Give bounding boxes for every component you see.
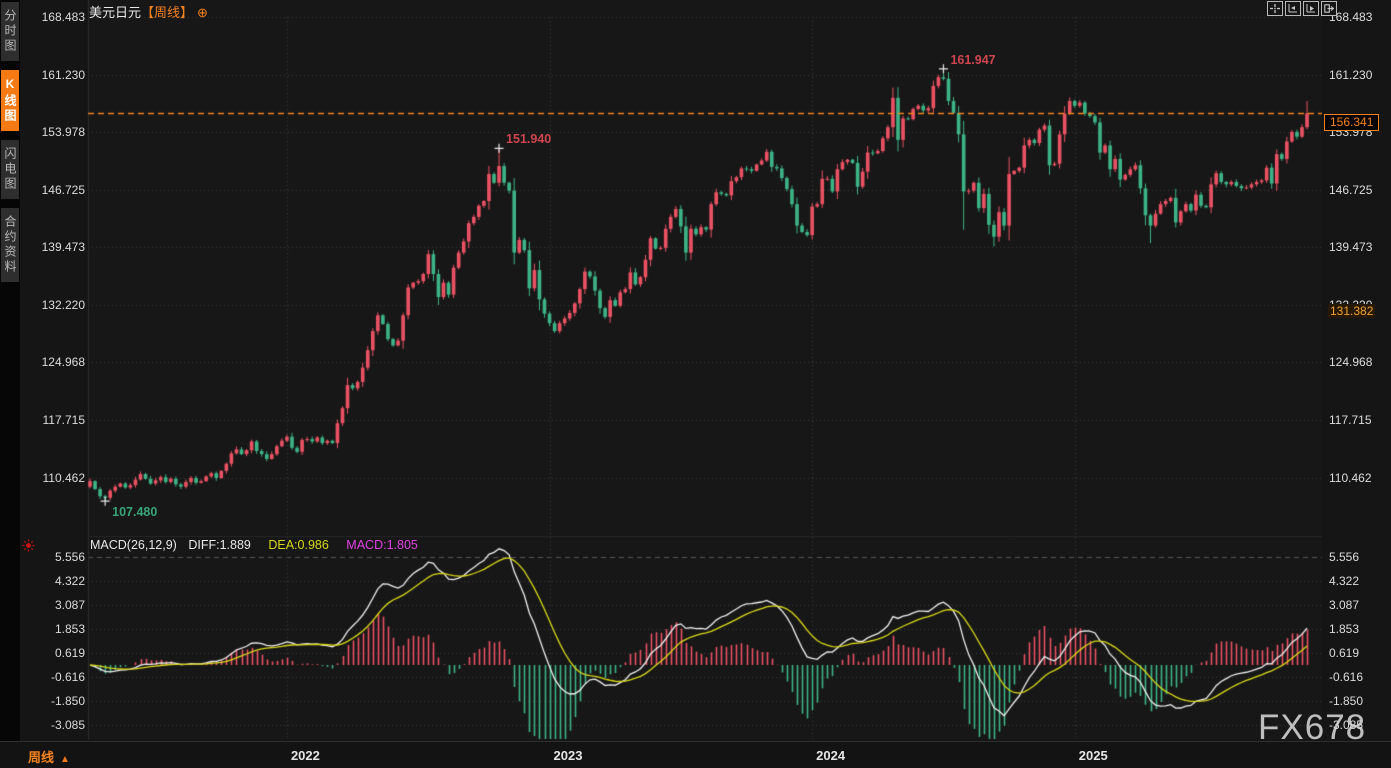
x-axis-year-label: 2022: [290, 748, 320, 763]
high-price-annotation: 161.947: [950, 52, 996, 67]
y-axis-tick-label: 4.322: [54, 573, 85, 588]
high-price-annotation: 151.940: [506, 132, 552, 147]
macd-readout: MACD(26,12,9) DIFF:1.889 DEA:0.986 MACD:…: [90, 538, 418, 552]
y-axis-tick-label: 117.715: [1329, 412, 1372, 427]
y-axis-tick-label: 124.968: [41, 355, 85, 370]
macd-diff-value: DIFF:1.889: [188, 538, 251, 552]
y-axis-tick-label: 110.462: [42, 470, 86, 485]
dropdown-arrow-icon: ▲: [60, 754, 70, 765]
y-axis-tick-label: 5.556: [1329, 550, 1360, 564]
y-axis-tick-label: -3.085: [50, 718, 85, 732]
y-axis-tick-label: -3.085: [1329, 718, 1364, 732]
y-axis-tick-label: -1.850: [1329, 693, 1364, 708]
macd-formula: MACD(26,12,9): [90, 538, 177, 552]
y-axis-tick-label: 168.483: [41, 10, 85, 24]
x-axis-year-label: 2025: [1078, 748, 1108, 763]
y-axis-tick-label: 124.968: [1329, 355, 1373, 370]
watermark-logo: FX678: [1258, 708, 1367, 747]
sidebar-tab-kline[interactable]: K线图: [1, 70, 19, 131]
macd-hist-value: MACD:1.805: [346, 538, 418, 552]
y-axis-tick-label: 4.322: [1329, 573, 1360, 588]
y-axis-tick-label: 1.853: [1329, 621, 1360, 636]
axis-scale-left-icon[interactable]: [1285, 1, 1301, 16]
y-axis-tick-label: 1.853: [54, 621, 85, 636]
y-axis-tick-label: 132.220: [41, 297, 85, 312]
chart-type-sidebar: 分时图 K线图 闪电图 合约资料: [0, 0, 20, 768]
y-axis-tick-label: 146.725: [41, 182, 85, 197]
y-axis-tick-label: 0.619: [1329, 645, 1360, 660]
x-axis-year-label: 2024: [816, 748, 846, 763]
y-axis-tick-label: 153.978: [41, 125, 85, 140]
y-axis-tick-label: -0.616: [50, 669, 85, 684]
symbol-name: 美元日元: [89, 5, 142, 20]
add-indicator-icon[interactable]: ⊕: [197, 5, 208, 20]
sidebar-tab-timeline[interactable]: 分时图: [1, 2, 19, 61]
axis-scale-right-icon[interactable]: [1303, 1, 1319, 16]
low-price-annotation: 107.480: [112, 505, 158, 520]
y-axis-tick-label: 117.715: [42, 412, 86, 427]
y-axis-tick-label: 146.725: [1329, 182, 1373, 197]
chart-title: 美元日元【周线】 ⊕: [89, 2, 208, 21]
exit-restore-icon[interactable]: [1321, 1, 1337, 16]
y-axis-tick-label: 110.462: [1329, 470, 1372, 485]
y-axis-tick-label: 5.556: [54, 550, 85, 564]
macd-settings-icon[interactable]: [22, 539, 35, 557]
reference-price-label: 131.382: [1328, 304, 1376, 319]
y-axis-tick-label: 161.230: [1329, 67, 1373, 82]
sidebar-tab-contract-info[interactable]: 合约资料: [1, 208, 19, 282]
y-axis-tick-label: 139.473: [41, 240, 85, 255]
y-axis-tick-label: 168.483: [1329, 10, 1373, 24]
y-axis-tick-label: 161.230: [41, 67, 85, 82]
period-tag: 【周线】: [141, 5, 194, 20]
x-axis-year-label: 2023: [553, 748, 583, 763]
current-price-badge: 156.341: [1324, 114, 1380, 132]
chart-toolbar: [1267, 1, 1337, 16]
y-axis-tick-label: 3.087: [54, 598, 85, 612]
y-axis-tick-label: 3.087: [1329, 598, 1360, 612]
sidebar-tab-lightning[interactable]: 闪电图: [1, 140, 19, 199]
y-axis-tick-label: -0.616: [1329, 669, 1364, 684]
y-axis-tick-label: -1.850: [50, 693, 85, 708]
pan-crosshair-icon[interactable]: [1267, 1, 1283, 16]
y-axis-tick-label: 0.619: [54, 645, 85, 660]
y-axis-tick-label: 139.473: [1329, 240, 1373, 255]
period-dropdown[interactable]: 周线 ▲: [28, 750, 70, 765]
time-axis-bar: 周线 ▲ 2022 2023 2024 2025: [0, 741, 1391, 768]
macd-dea-value: DEA:0.986: [268, 538, 329, 552]
